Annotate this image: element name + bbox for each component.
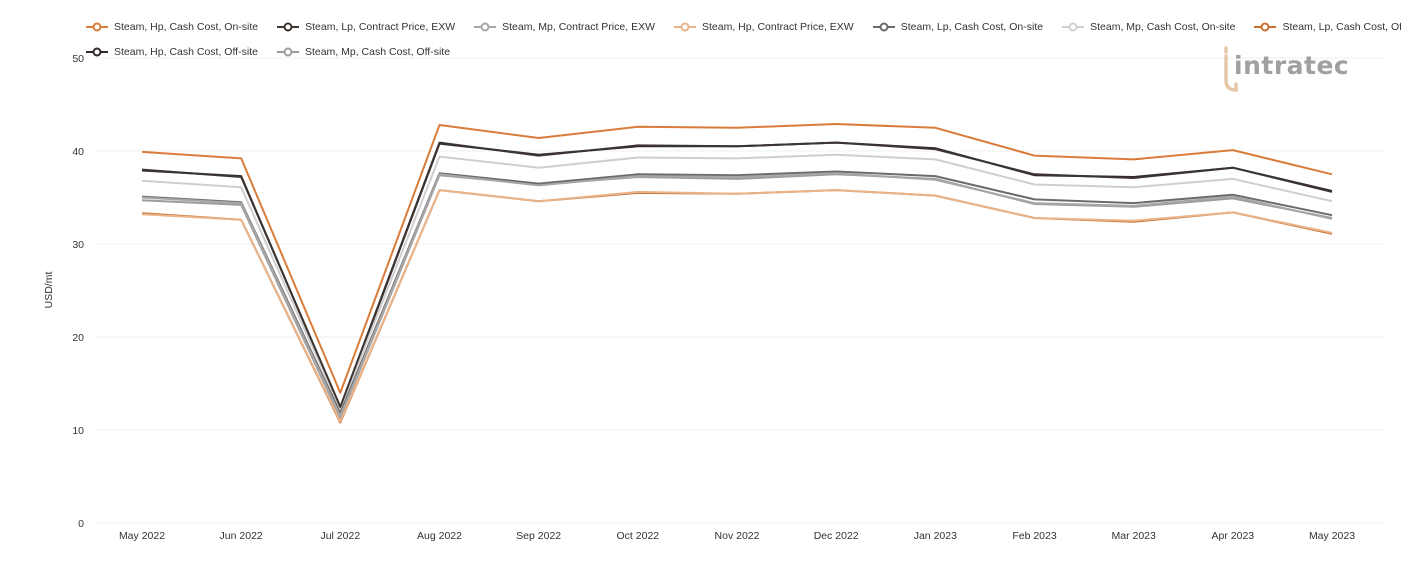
- series-line: [141, 189, 1333, 423]
- y-tick-label: 40: [72, 146, 84, 158]
- x-tick-label: May 2023: [1309, 530, 1355, 542]
- legend-entry[interactable]: Steam, Mp, Cash Cost, Off-site: [276, 45, 451, 58]
- legend-row: Steam, Hp, Cash Cost, On-site Steam, Lp, …: [86, 14, 1401, 39]
- legend-swatch-icon: [674, 22, 696, 31]
- legend-entry[interactable]: Steam, Hp, Contract Price, EXW: [674, 21, 854, 33]
- x-tick-label: Nov 2022: [715, 530, 760, 542]
- legend-entry[interactable]: Steam, Hp, Cash Cost, On-site: [86, 21, 258, 33]
- series-line: [141, 189, 1333, 424]
- legend-swatch-icon: [277, 22, 300, 31]
- x-tick-label: Dec 2022: [814, 530, 859, 542]
- legend-label: Steam, Lp, Cash Cost, Off-site: [1282, 20, 1401, 33]
- legend-label: Steam, Lp, Cash Cost, On-site: [900, 20, 1044, 33]
- legend-swatch-icon: [86, 22, 108, 31]
- legend-label: Steam, Mp, Cash Cost, On-site: [1090, 20, 1236, 33]
- chart-legend: Steam, Hp, Cash Cost, On-site Steam, Lp, …: [86, 14, 1401, 64]
- y-tick-label: 30: [72, 239, 84, 251]
- y-tick-label: 0: [78, 518, 84, 530]
- legend-swatch-marker: [480, 22, 490, 31]
- series-line: [141, 123, 1333, 394]
- legend-swatch-icon: [1254, 22, 1277, 31]
- logo-text: intratec: [1234, 51, 1349, 80]
- legend-entry[interactable]: Steam, Mp, Cash Cost, On-site: [1062, 21, 1235, 33]
- x-tick-label: Sep 2022: [516, 530, 561, 542]
- logo-mark-icon: [1224, 46, 1238, 92]
- legend-swatch-marker: [92, 47, 102, 56]
- legend-label: Steam, Lp, Contract Price, EXW: [305, 20, 456, 33]
- x-tick-label: Mar 2023: [1111, 530, 1156, 542]
- legend-label: Steam, Mp, Cash Cost, Off-site: [304, 45, 451, 58]
- x-tick-label: Jul 2022: [320, 530, 360, 542]
- legend-label: Steam, Mp, Contract Price, EXW: [502, 20, 655, 33]
- x-tick-label: Apr 2023: [1212, 530, 1255, 542]
- legend-swatch-marker: [283, 22, 293, 31]
- y-tick-label: 50: [72, 53, 84, 65]
- y-tick-label: 10: [72, 425, 84, 437]
- x-tick-label: May 2022: [119, 530, 165, 542]
- series-line: [141, 141, 1333, 408]
- legend-swatch-icon: [1062, 22, 1085, 31]
- legend-entry[interactable]: Steam, Lp, Contract Price, EXW: [277, 21, 455, 33]
- x-tick-label: Aug 2022: [417, 530, 462, 542]
- legend-swatch-marker: [1068, 22, 1078, 31]
- series-line: [141, 170, 1333, 415]
- legend-swatch-icon: [276, 47, 299, 56]
- x-tick-label: Feb 2023: [1012, 530, 1057, 542]
- legend-swatch-icon: [474, 22, 497, 31]
- legend-entry[interactable]: Steam, Mp, Contract Price, EXW: [474, 21, 655, 33]
- legend-entry[interactable]: Steam, Hp, Cash Cost, Off-site: [86, 46, 258, 58]
- series-line: [141, 153, 1333, 411]
- y-tick-label: 20: [72, 332, 84, 344]
- legend-swatch-marker: [283, 47, 293, 56]
- legend-entry[interactable]: Steam, Lp, Cash Cost, Off-site: [1254, 21, 1401, 33]
- legend-swatch-marker: [879, 22, 889, 31]
- legend-swatch-marker: [1260, 22, 1270, 31]
- legend-label: Steam, Hp, Cash Cost, Off-site: [114, 45, 258, 58]
- legend-swatch-icon: [872, 22, 895, 31]
- series-line: [141, 141, 1333, 409]
- y-axis-title: USD/mt: [43, 272, 55, 309]
- intratec-logo: intratec: [1224, 46, 1349, 92]
- legend-entry[interactable]: Steam, Lp, Cash Cost, On-site: [872, 20, 1044, 33]
- x-tick-label: Jun 2022: [220, 530, 263, 542]
- legend-swatch-icon: [86, 47, 108, 56]
- legend-swatch-marker: [680, 22, 690, 31]
- legend-label: Steam, Hp, Cash Cost, On-site: [114, 20, 259, 33]
- legend-row: Steam, Hp, Cash Cost, Off-site Steam, Mp,…: [86, 39, 1386, 64]
- legend-swatch-marker: [92, 22, 102, 31]
- legend-label: Steam, Hp, Contract Price, EXW: [702, 20, 854, 33]
- x-tick-label: Jan 2023: [914, 530, 957, 542]
- series-line: [141, 172, 1333, 418]
- x-tick-label: Oct 2022: [617, 530, 660, 542]
